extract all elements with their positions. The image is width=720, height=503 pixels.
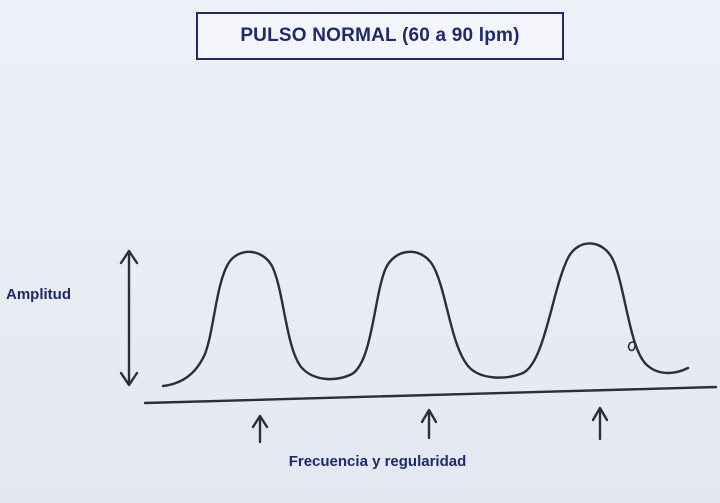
pen-mark <box>627 341 636 352</box>
pulse-waveform <box>161 242 690 388</box>
slide-title: PULSO NORMAL (60 a 90 lpm) <box>240 25 520 46</box>
beat-arrow-icon <box>420 408 438 440</box>
amplitude-label: Amplitud <box>6 286 71 303</box>
beat-arrow-icon <box>251 414 269 444</box>
amplitude-arrow-icon <box>119 249 139 387</box>
baseline <box>143 385 718 405</box>
frequency-label: Frecuencia y regularidad <box>288 453 467 470</box>
title-box: PULSO NORMAL (60 a 90 lpm) <box>196 12 564 60</box>
beat-arrow-icon <box>591 406 609 441</box>
